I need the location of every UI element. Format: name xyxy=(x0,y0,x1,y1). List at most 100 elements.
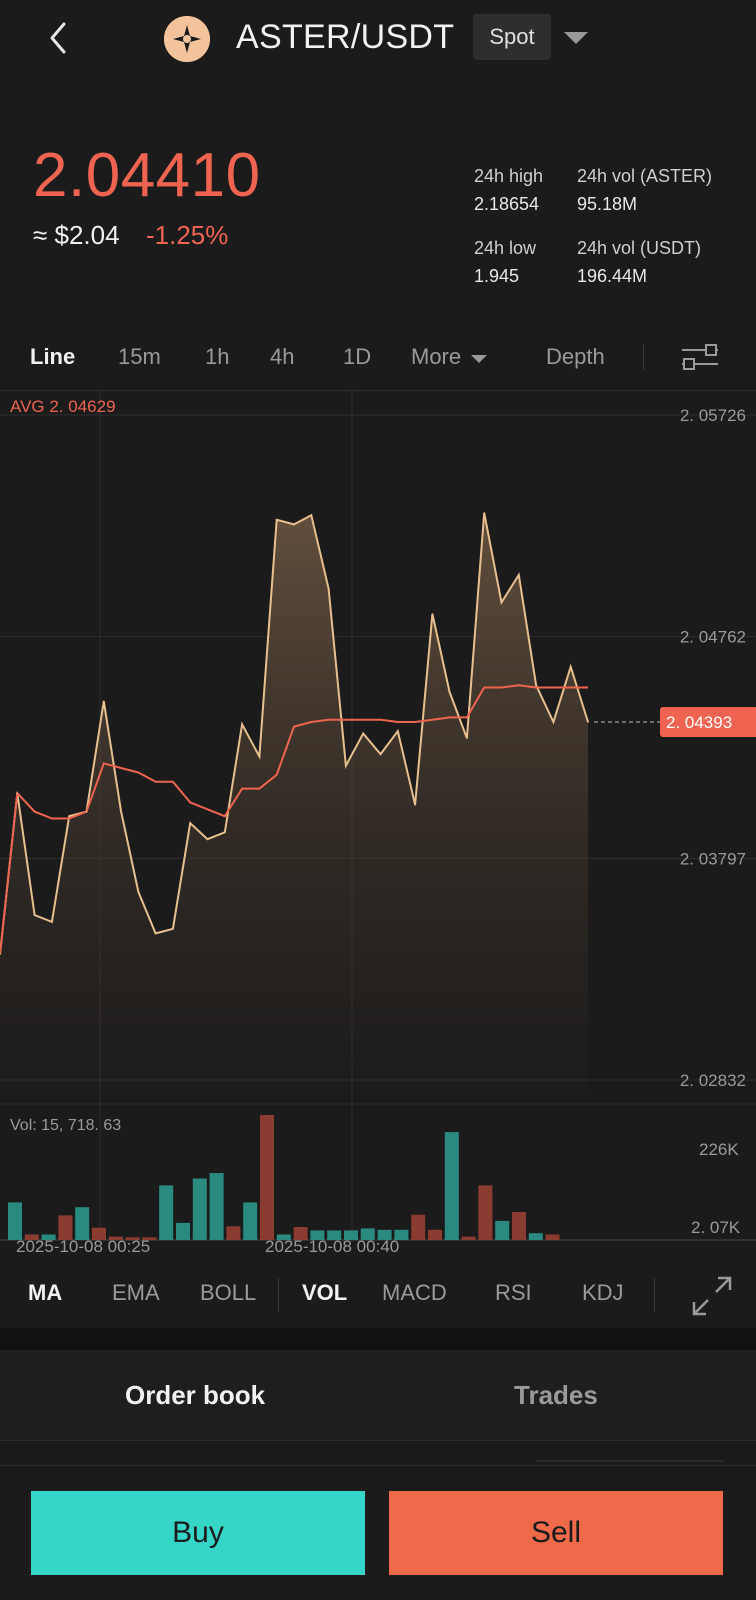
timeframe-tabs: Line 15m 1h 4h 1D More Depth xyxy=(0,330,756,384)
volume-bar xyxy=(125,1237,140,1240)
last-price: 2.04410 xyxy=(33,141,261,210)
volume-bar xyxy=(176,1222,190,1240)
price-point xyxy=(587,721,589,723)
book-tabs: Order book Trades xyxy=(0,1350,756,1440)
sell-button[interactable]: Sell xyxy=(389,1491,723,1575)
indicator-vol[interactable]: VOL xyxy=(302,1280,348,1305)
volume-bar xyxy=(243,1202,258,1240)
volume-bar xyxy=(159,1185,174,1240)
aster-logo-icon xyxy=(164,16,210,62)
avg-label: AVG 2. 04629 xyxy=(10,397,116,416)
price-point xyxy=(362,732,364,735)
volume-bar xyxy=(310,1230,325,1240)
tab-more-label: More xyxy=(411,344,462,369)
current-price-tag xyxy=(660,706,756,737)
vol-quote-value: 196.44M xyxy=(577,266,648,286)
indicator-ema[interactable]: EMA xyxy=(112,1280,160,1305)
usd-price: ≈ $2.04 xyxy=(33,220,120,250)
high-value: 2.18654 xyxy=(474,194,540,214)
vol-quote-label: 24h vol (USDT) xyxy=(577,238,702,258)
price-point xyxy=(189,822,192,824)
price-points xyxy=(0,512,589,955)
buy-button[interactable]: Buy xyxy=(31,1491,365,1575)
volume-bar xyxy=(293,1227,308,1240)
price-point xyxy=(51,921,53,923)
indicator-rsi[interactable]: RSI xyxy=(495,1280,532,1305)
price-point xyxy=(466,737,468,739)
avg-line xyxy=(0,684,588,955)
indicator-ma[interactable]: MA xyxy=(28,1280,63,1305)
low-label: 24h low xyxy=(474,238,537,258)
indicator-divider xyxy=(278,1278,279,1312)
pair-title[interactable]: ASTER/USDT xyxy=(236,18,455,56)
low-value: 1.945 xyxy=(474,266,520,286)
indicator-kdj[interactable]: KDJ xyxy=(582,1280,624,1305)
top-bar: ASTER/USDT Spot xyxy=(0,0,756,80)
price-point xyxy=(172,928,174,930)
section-gap xyxy=(0,1328,756,1350)
price-point xyxy=(102,700,105,703)
volume-bar xyxy=(344,1230,358,1240)
price-tick-label: 2. 04762 xyxy=(680,628,746,647)
price-point xyxy=(518,574,520,576)
high-label: 24h high xyxy=(474,166,544,186)
volume-bar xyxy=(495,1220,510,1240)
price-point xyxy=(224,831,226,834)
tab-depth[interactable]: Depth xyxy=(546,344,605,369)
price-point xyxy=(448,691,451,693)
volume-bar xyxy=(444,1132,459,1240)
volume-bar xyxy=(58,1215,73,1240)
volume-bar xyxy=(377,1229,392,1240)
price-point xyxy=(327,587,330,590)
price-point xyxy=(206,838,209,840)
volume-bar xyxy=(428,1229,442,1240)
time-tick-1: 2025-10-08 00:25 xyxy=(16,1237,151,1256)
tab-4h[interactable]: 4h xyxy=(270,344,295,369)
volume-bar xyxy=(394,1229,409,1240)
volume-bar xyxy=(8,1202,22,1240)
price-point xyxy=(85,810,88,813)
volume-bar xyxy=(327,1230,342,1240)
volume-bar xyxy=(142,1237,157,1240)
caret-down-icon xyxy=(471,355,488,363)
price-point xyxy=(120,810,122,813)
price-point xyxy=(0,953,1,955)
price-change: -1.25% xyxy=(146,220,229,250)
tab-order-book[interactable]: Order book xyxy=(125,1380,266,1410)
tab-more[interactable]: More xyxy=(411,344,488,370)
tab-line[interactable]: Line xyxy=(30,344,76,369)
tab-15m[interactable]: 15m xyxy=(118,344,161,369)
volume-bar xyxy=(209,1173,224,1240)
caret-down-icon[interactable] xyxy=(563,30,589,46)
price-point xyxy=(258,755,261,758)
price-point xyxy=(275,518,278,521)
book-content-stub xyxy=(536,1460,724,1462)
vol-base-value: 95.18M xyxy=(577,194,638,214)
volume-min-label: 2. 07K xyxy=(691,1218,741,1237)
indicator-bar: MA EMA BOLL VOL MACD RSI KDJ xyxy=(0,1268,756,1328)
tab-1h[interactable]: 1h xyxy=(205,344,230,369)
current-price-text: 2. 04393 xyxy=(666,713,732,732)
indicator-macd[interactable]: MACD xyxy=(382,1280,447,1305)
volume-bar xyxy=(512,1212,526,1240)
book-divider xyxy=(0,1440,756,1441)
market-type-badge[interactable]: Spot xyxy=(473,14,551,60)
volume-bars xyxy=(8,1115,560,1240)
price-point xyxy=(68,815,70,818)
price-point xyxy=(310,514,313,516)
chevron-left-icon[interactable] xyxy=(40,18,80,58)
chart-settings-icon[interactable] xyxy=(680,342,720,372)
tabs-divider xyxy=(0,390,756,391)
volume-label: Vol: 15, 718. 63 xyxy=(10,1117,122,1134)
indicator-boll[interactable]: BOLL xyxy=(200,1280,257,1305)
tab-trades[interactable]: Trades xyxy=(514,1380,598,1410)
price-point xyxy=(33,914,36,916)
tab-1d[interactable]: 1D xyxy=(343,344,372,369)
tab-divider xyxy=(643,344,644,370)
expand-icon[interactable] xyxy=(690,1274,734,1318)
volume-bar xyxy=(226,1226,241,1240)
price-point xyxy=(154,932,157,935)
price-point xyxy=(396,730,399,732)
price-point xyxy=(552,721,555,723)
